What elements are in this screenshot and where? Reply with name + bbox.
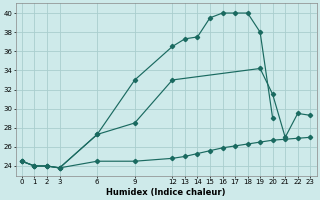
X-axis label: Humidex (Indice chaleur): Humidex (Indice chaleur) [106,188,226,197]
